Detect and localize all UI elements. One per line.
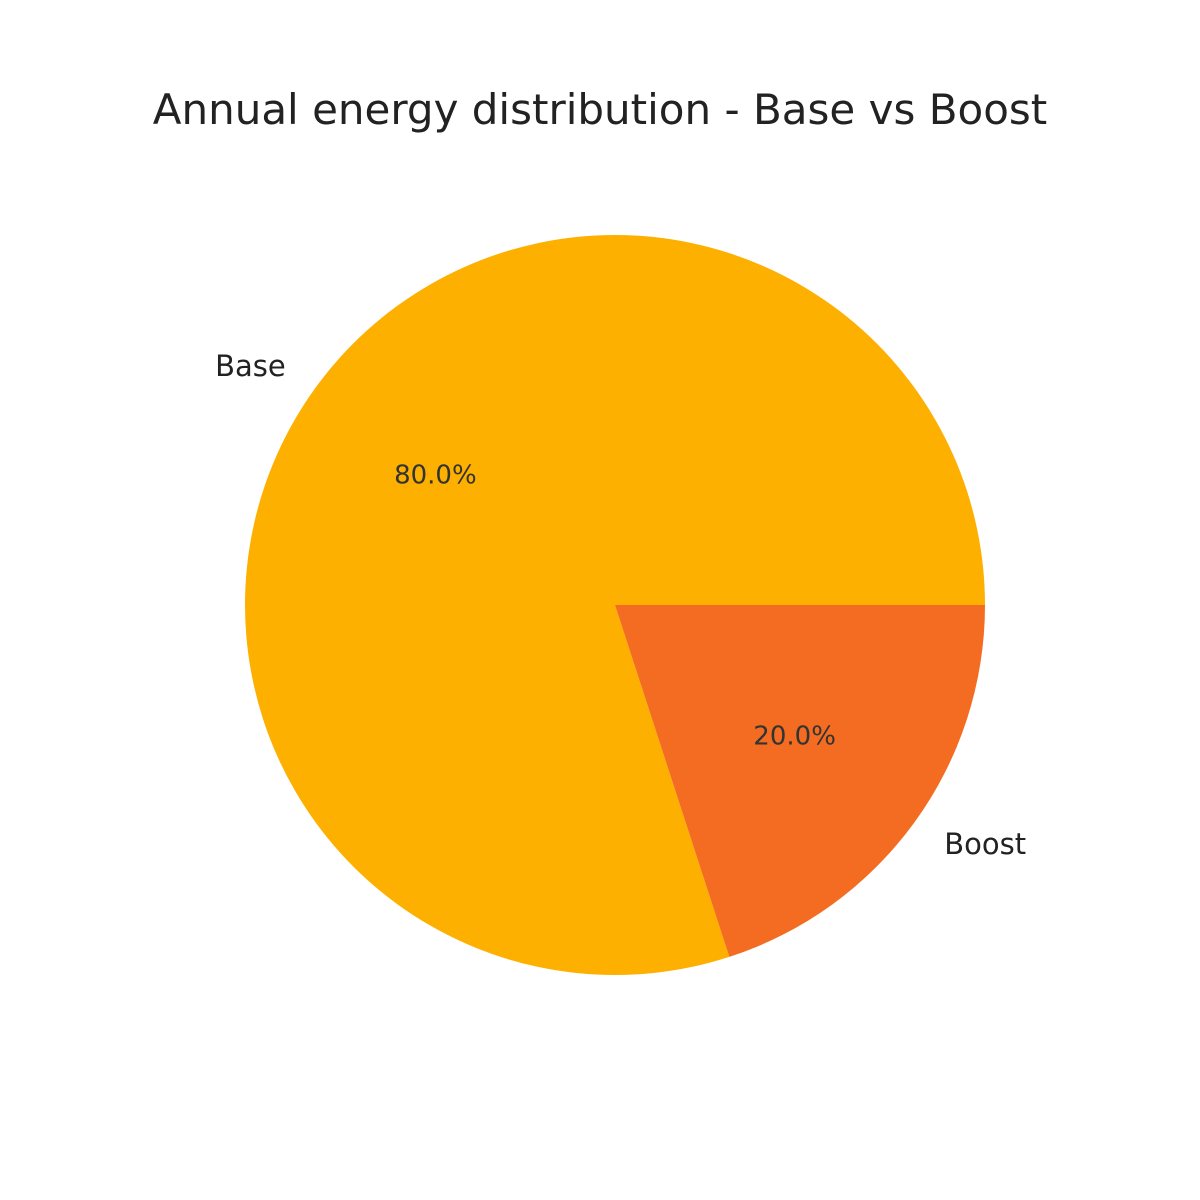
slice-label: Base [215, 349, 286, 383]
pie-labels: Base 80.0% Boost 20.0% [215, 349, 1026, 861]
chart-title: Annual energy distribution - Base vs Boo… [153, 85, 1048, 134]
slice-label: Boost [944, 827, 1026, 861]
slice-percent-label: 20.0% [753, 721, 836, 751]
pie-slice-boost [615, 605, 985, 957]
slice-percent-label: 80.0% [394, 461, 477, 491]
pie-slices [245, 234, 985, 975]
